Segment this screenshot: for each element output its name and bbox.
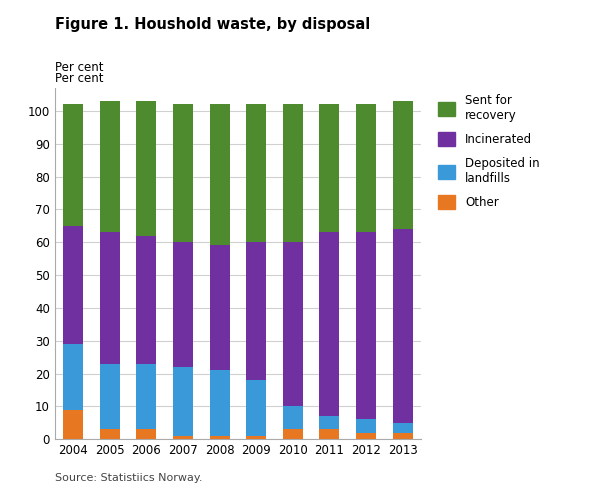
Bar (246, 436, 266, 439)
Bar (283, 104, 303, 242)
Bar (173, 436, 193, 439)
Text: Per cent: Per cent (55, 61, 104, 74)
Text: Source: Statistiics Norway.: Source: Statistiics Norway. (55, 473, 203, 483)
Bar (356, 420, 376, 433)
Bar (173, 104, 193, 242)
Bar (320, 104, 339, 232)
Bar (210, 245, 230, 370)
Bar (137, 101, 157, 236)
Bar (246, 380, 266, 436)
Text: Per cent: Per cent (55, 72, 104, 84)
Bar (137, 429, 157, 439)
Bar (320, 416, 339, 429)
Bar (283, 242, 303, 407)
Bar (63, 104, 84, 226)
Bar (283, 429, 303, 439)
Bar (100, 429, 120, 439)
Bar (246, 242, 266, 380)
Legend: Sent for
recovery, Incinerated, Deposited in
landfills, Other: Sent for recovery, Incinerated, Deposite… (438, 94, 540, 209)
Bar (393, 433, 412, 439)
Bar (246, 104, 266, 242)
Bar (320, 429, 339, 439)
Bar (356, 232, 376, 420)
Bar (63, 409, 84, 439)
Bar (100, 232, 120, 364)
Bar (137, 364, 157, 429)
Bar (393, 101, 412, 229)
Bar (210, 104, 230, 245)
Bar (393, 229, 412, 423)
Bar (320, 232, 339, 416)
Bar (137, 236, 157, 364)
Bar (210, 436, 230, 439)
Bar (393, 423, 412, 433)
Bar (173, 242, 193, 367)
Text: Figure 1. Houshold waste, by disposal: Figure 1. Houshold waste, by disposal (55, 17, 370, 32)
Bar (283, 407, 303, 429)
Bar (356, 433, 376, 439)
Bar (63, 344, 84, 409)
Bar (63, 226, 84, 344)
Bar (356, 104, 376, 232)
Bar (210, 370, 230, 436)
Bar (100, 364, 120, 429)
Bar (173, 367, 193, 436)
Bar (100, 101, 120, 232)
